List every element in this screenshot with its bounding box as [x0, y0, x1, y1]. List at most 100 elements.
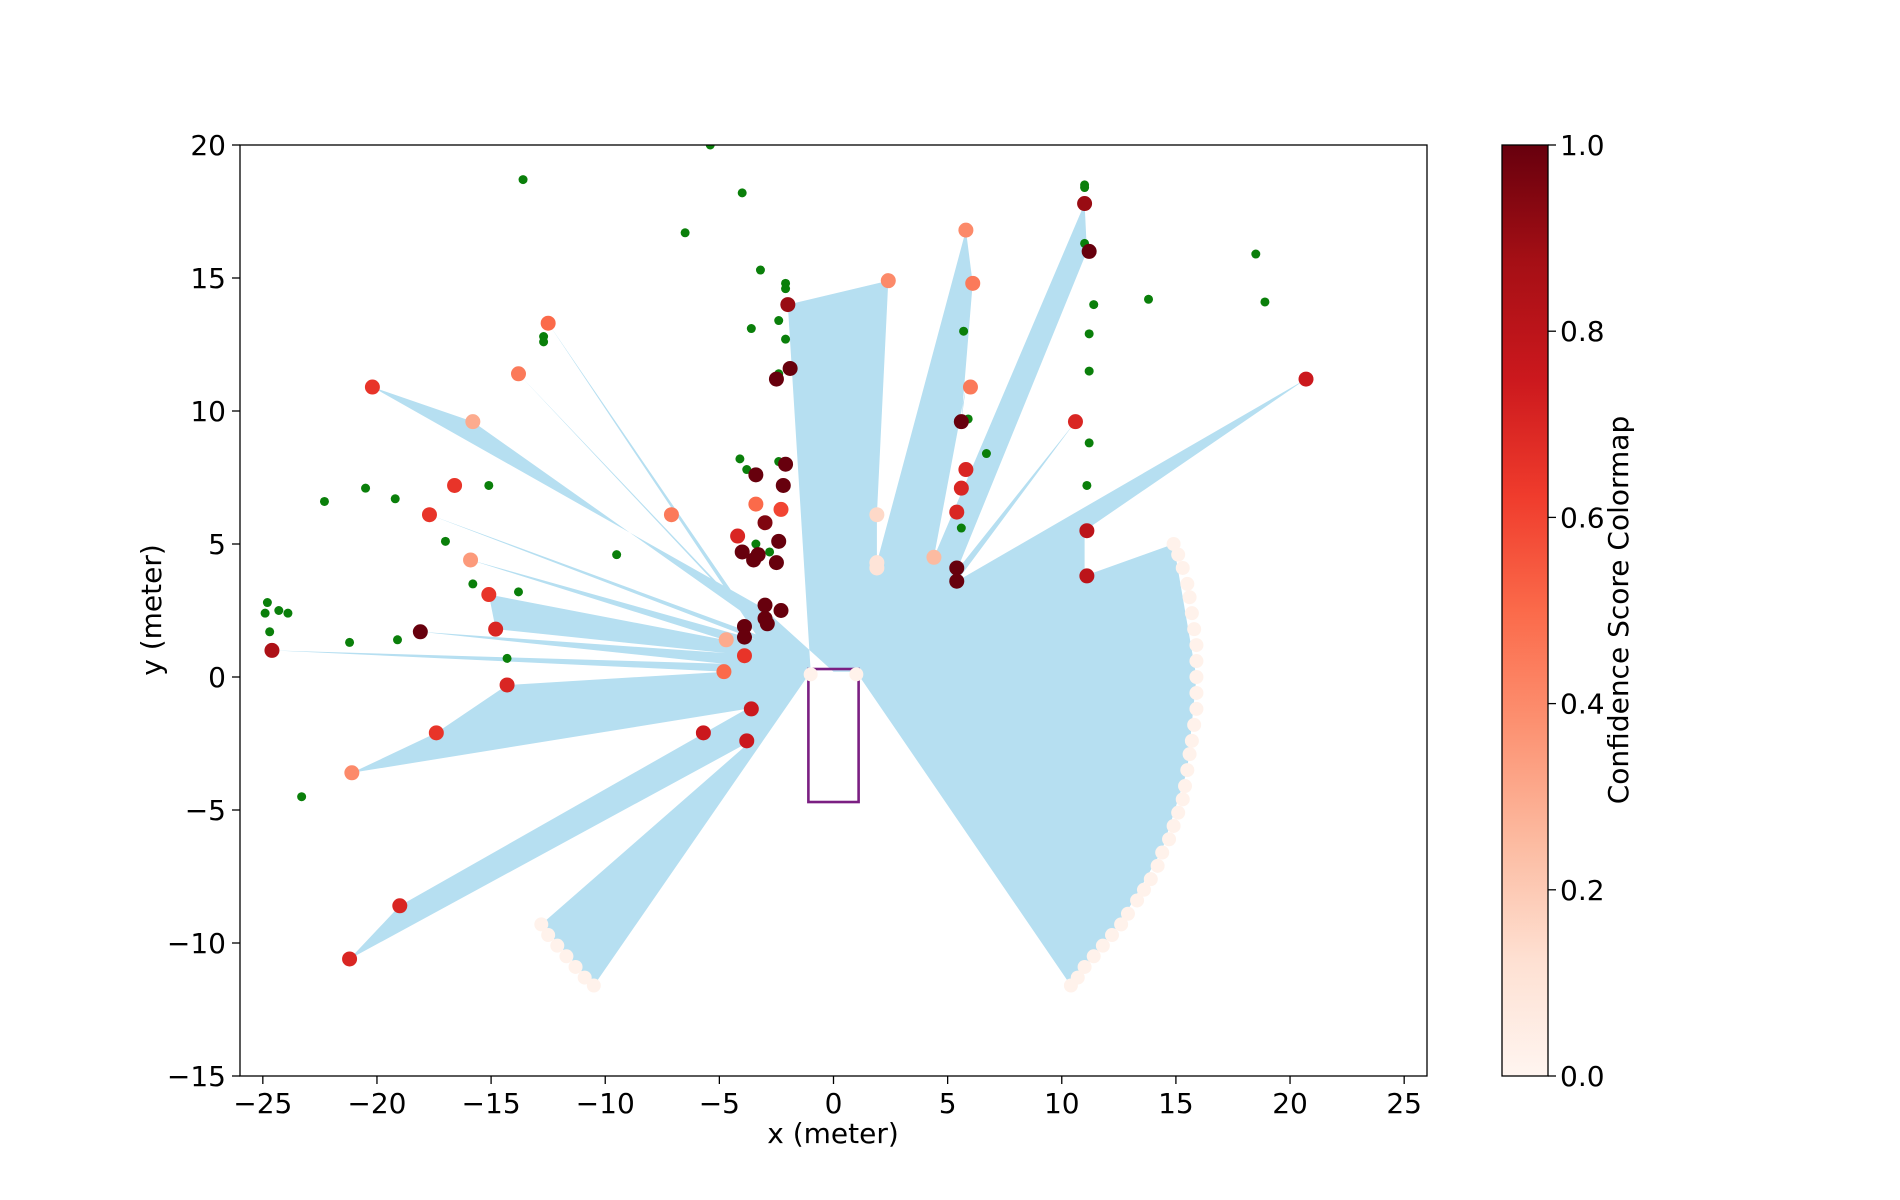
- confidence-point: [540, 315, 556, 331]
- confidence-point: [1077, 196, 1093, 212]
- boundary-point: [1077, 959, 1092, 974]
- colorbar-tick-label: 0.8: [1560, 315, 1605, 348]
- confidence-point: [488, 621, 504, 637]
- green-point: [274, 606, 284, 615]
- green-point: [781, 284, 791, 294]
- green-point: [484, 480, 494, 490]
- confidence-point: [743, 701, 759, 717]
- boundary-point: [541, 928, 556, 943]
- confidence-point: [734, 544, 750, 560]
- y-tick-label: −5: [185, 794, 226, 827]
- confidence-point: [499, 677, 515, 693]
- green-point: [765, 547, 775, 557]
- green-point: [1089, 300, 1099, 310]
- green-point: [781, 334, 791, 344]
- colorbar-tick-label: 0.4: [1560, 688, 1605, 721]
- green-point: [1080, 183, 1090, 193]
- y-axis-label: y (meter): [135, 544, 168, 676]
- green-point: [390, 494, 400, 504]
- green-point: [361, 483, 371, 493]
- green-point: [283, 608, 293, 618]
- green-point: [513, 587, 523, 597]
- boundary-point: [1175, 792, 1190, 807]
- free-space-region: [272, 203, 1306, 986]
- boundary-point: [1189, 685, 1204, 700]
- boundary-point: [1095, 938, 1110, 953]
- confidence-point: [962, 379, 978, 395]
- confidence-point: [746, 552, 762, 568]
- confidence-point: [768, 371, 784, 387]
- green-point: [751, 539, 761, 549]
- boundary-point: [550, 938, 565, 953]
- x-tick-label: −15: [462, 1087, 521, 1120]
- boundary-point: [1171, 805, 1186, 820]
- confidence-point: [748, 467, 764, 483]
- green-point: [680, 228, 690, 238]
- confidence-point: [768, 555, 784, 571]
- green-point: [735, 454, 745, 464]
- confidence-point: [1298, 371, 1314, 387]
- colorbar-gradient: [1501, 144, 1549, 1077]
- confidence-point: [421, 507, 437, 523]
- boundary-point: [1189, 701, 1204, 716]
- x-tick-label: 20: [1272, 1087, 1308, 1120]
- confidence-point: [465, 414, 481, 430]
- green-point: [755, 265, 765, 275]
- boundary-point: [1175, 560, 1190, 575]
- green-point: [746, 324, 756, 334]
- green-point: [1084, 329, 1094, 339]
- confidence-point: [949, 504, 965, 520]
- green-point: [956, 523, 966, 533]
- confidence-point: [1081, 243, 1097, 259]
- green-point: [981, 449, 991, 459]
- confidence-point: [778, 456, 794, 472]
- plot-area: [260, 145, 1314, 993]
- boundary-point: [1114, 917, 1129, 932]
- boundary-point: [1120, 906, 1135, 921]
- x-tick-label: −10: [576, 1087, 635, 1120]
- confidence-point: [510, 366, 526, 382]
- x-tick-label: 10: [1044, 1087, 1080, 1120]
- confidence-point: [344, 765, 360, 781]
- colorbar-tick-label: 0.6: [1560, 501, 1605, 534]
- x-tick-label: 15: [1158, 1087, 1194, 1120]
- confidence-point: [364, 379, 380, 395]
- confidence-point: [759, 616, 775, 632]
- boundary-point: [1180, 576, 1195, 591]
- boundary-point: [559, 949, 574, 964]
- confidence-point: [748, 496, 764, 512]
- y-tick-label: 15: [190, 262, 226, 295]
- x-tick-label: 0: [825, 1087, 843, 1120]
- confidence-point: [264, 642, 280, 658]
- confidence-point: [965, 275, 981, 291]
- confidence-point: [695, 725, 711, 741]
- confidence-point: [392, 898, 408, 914]
- green-point: [502, 653, 512, 663]
- green-point: [468, 579, 478, 589]
- boundary-point: [1136, 882, 1151, 897]
- confidence-point: [428, 725, 444, 741]
- boundary-point: [1189, 638, 1204, 653]
- green-point: [1251, 249, 1261, 259]
- boundary-point: [1162, 832, 1177, 847]
- green-point: [319, 496, 329, 506]
- boundary-point: [1189, 654, 1204, 669]
- boundary-point: [849, 667, 864, 682]
- vehicle-box: [807, 667, 860, 804]
- confidence-point: [718, 632, 734, 648]
- green-point: [774, 316, 784, 326]
- confidence-point: [773, 501, 789, 517]
- confidence-point: [926, 549, 942, 565]
- confidence-point: [447, 477, 463, 493]
- boundary-point: [586, 978, 601, 993]
- confidence-point: [663, 507, 679, 523]
- boundary-point: [1086, 949, 1101, 964]
- confidence-point: [958, 222, 974, 238]
- x-tick-label: −5: [699, 1087, 740, 1120]
- confidence-point: [953, 414, 969, 430]
- green-point: [1260, 297, 1270, 307]
- x-tick-label: 5: [939, 1087, 957, 1120]
- confidence-point: [880, 273, 896, 289]
- green-point: [737, 188, 747, 198]
- green-point: [612, 550, 622, 560]
